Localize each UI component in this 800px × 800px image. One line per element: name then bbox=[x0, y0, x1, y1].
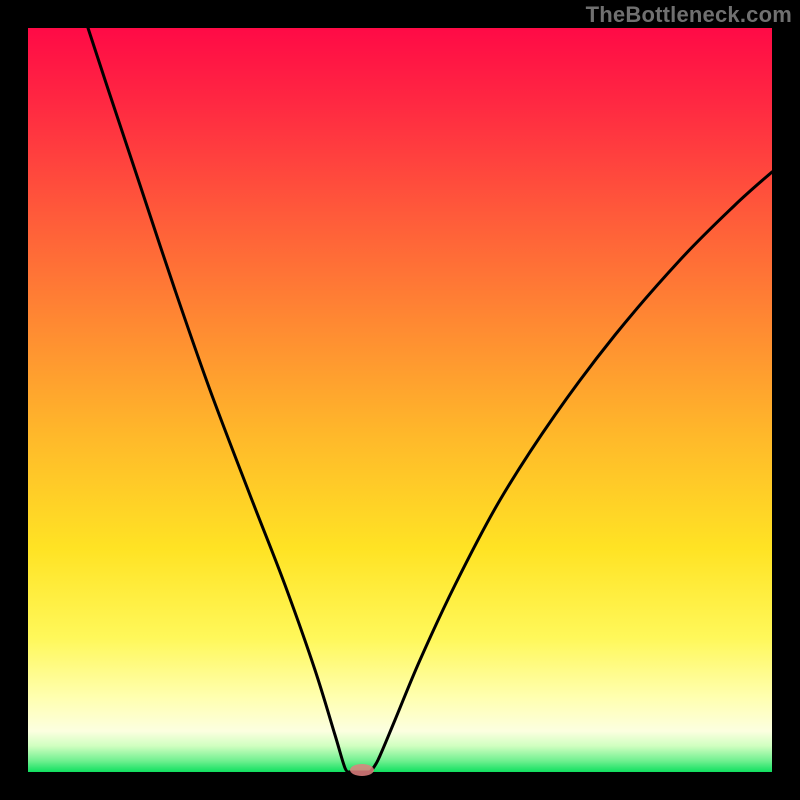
watermark-text: TheBottleneck.com bbox=[586, 2, 792, 28]
bottleneck-chart bbox=[0, 0, 800, 800]
optimal-point-marker bbox=[350, 764, 374, 776]
chart-container: TheBottleneck.com bbox=[0, 0, 800, 800]
chart-background bbox=[28, 28, 772, 772]
